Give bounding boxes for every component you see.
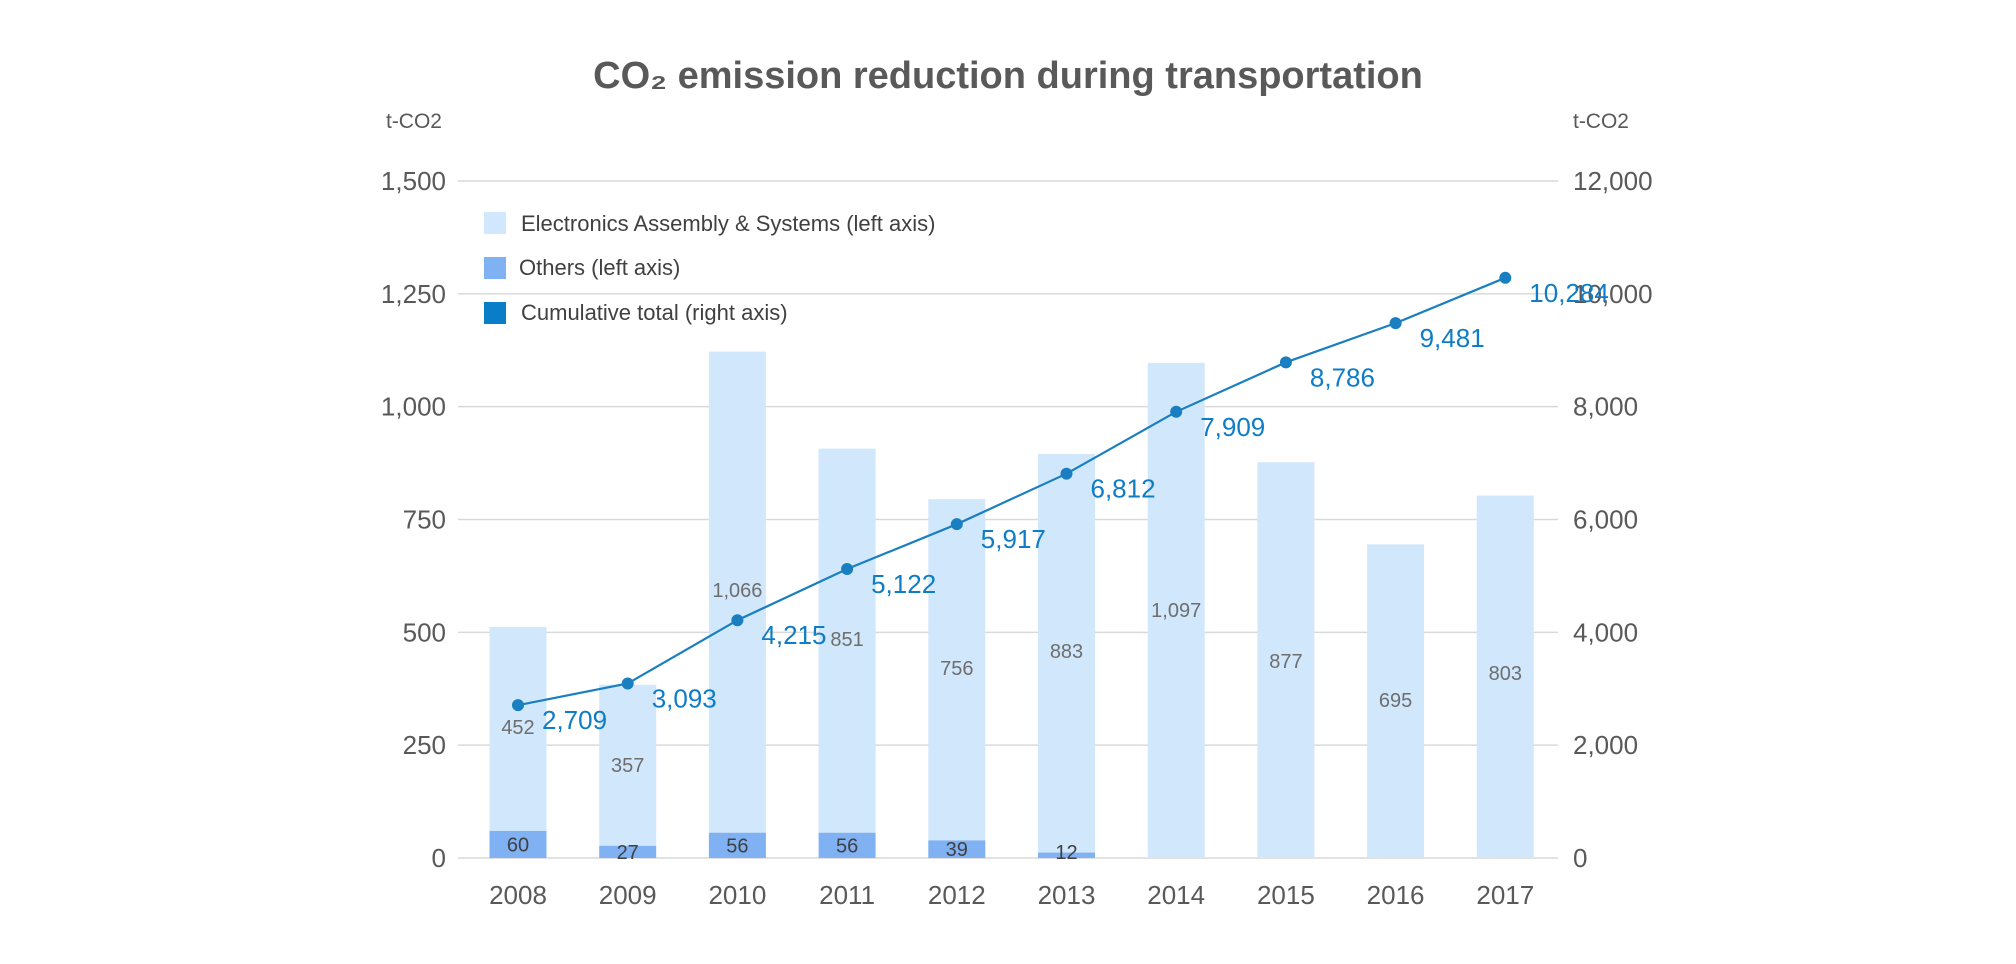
right-tick-label: 4,000 (1573, 617, 1638, 647)
legend: Electronics Assembly & Systems (left axi… (484, 211, 935, 325)
data-label-others: 56 (726, 835, 748, 857)
x-tick-label: 2008 (489, 880, 547, 910)
data-label-electronics: 1,066 (712, 580, 762, 602)
cumulative-line (517, 276, 1506, 707)
bar-others (818, 832, 876, 858)
x-tick-label: 2017 (1476, 880, 1534, 910)
cumulative-point (1499, 271, 1512, 284)
left-tick-label: 0 (432, 843, 446, 873)
bar-others (708, 832, 766, 858)
bar-electronics (928, 499, 986, 841)
data-label-others: 12 (1055, 842, 1077, 864)
data-label-electronics: 877 (1269, 651, 1302, 673)
bar-electronics (489, 626, 547, 831)
data-label-electronics: 452 (501, 717, 534, 739)
data-label-cumulative: 3,093 (652, 684, 717, 714)
x-tick-label: 2012 (928, 880, 986, 910)
left-tick-label: 500 (403, 617, 446, 647)
x-tick-label: 2013 (1038, 880, 1096, 910)
right-tick-label: 8,000 (1573, 392, 1638, 422)
data-label-cumulative: 6,812 (1091, 474, 1156, 504)
data-label-others: 27 (617, 842, 639, 864)
left-tick-label: 1,500 (381, 166, 446, 196)
data-label-others: 60 (507, 834, 529, 856)
legend-label-others: Others (left axis) (519, 255, 680, 280)
cumulative-point (731, 614, 744, 627)
legend-swatch-others (484, 257, 506, 279)
cumulative-line-group: 2,709 3,093 4,215 5,122 5,917 6,812 7,909 8,786… (512, 271, 1609, 735)
data-label-electronics: 357 (611, 755, 644, 777)
cumulative-point (1060, 467, 1073, 480)
left-tick-label: 1,250 (381, 279, 446, 309)
data-label-cumulative: 5,122 (871, 569, 936, 599)
data-label-electronics: 756 (940, 658, 973, 680)
bar-electronics (599, 684, 657, 846)
chart-title: CO₂ emission reduction during transporta… (593, 55, 1423, 97)
x-tick-label: 2011 (819, 880, 875, 910)
cumulative-point (950, 518, 963, 531)
legend-label-electronics: Electronics Assembly & Systems (left axi… (521, 211, 935, 236)
bars: 452 60 357 27 1,066 56 851 56 756 39 883 12 1,097 877… (489, 351, 1534, 864)
cumulative-point (1389, 317, 1402, 330)
left-axis: 0 250 500 750 1,000 1,250 1,500 (381, 166, 446, 873)
left-tick-label: 750 (403, 505, 446, 535)
right-axis: 0 2,000 4,000 6,000 8,000 10,000 12,000 (1573, 166, 1653, 873)
left-tick-label: 1,000 (381, 392, 446, 422)
bar-electronics (1257, 462, 1315, 858)
x-tick-label: 2015 (1257, 880, 1315, 910)
bar-others (928, 840, 986, 858)
bar-electronics (1367, 544, 1425, 858)
right-axis-unit: t-CO2 (1573, 110, 1629, 133)
bar-others (599, 845, 657, 858)
x-tick-label: 2009 (599, 880, 657, 910)
data-label-cumulative: 5,917 (981, 524, 1046, 554)
data-label-cumulative: 10,284 (1529, 278, 1609, 308)
data-label-cumulative: 9,481 (1420, 323, 1485, 353)
data-label-electronics: 695 (1379, 690, 1412, 712)
x-tick-label: 2010 (708, 880, 766, 910)
bar-electronics (818, 448, 876, 833)
data-label-electronics: 851 (830, 629, 863, 651)
x-axis: 2008 2009 2010 2011 2012 2013 2014 2015 2016 2017 (489, 880, 1534, 910)
data-label-others: 39 (946, 839, 968, 861)
bar-others (489, 830, 547, 858)
cumulative-point (512, 699, 524, 712)
cumulative-point (621, 677, 634, 690)
bar-electronics (1147, 362, 1205, 858)
x-tick-label: 2014 (1147, 880, 1205, 910)
left-tick-label: 250 (403, 730, 446, 760)
right-tick-label: 12,000 (1573, 166, 1653, 196)
right-tick-label: 2,000 (1573, 730, 1638, 760)
data-label-cumulative: 4,215 (761, 620, 826, 650)
data-label-cumulative: 8,786 (1310, 362, 1375, 392)
right-tick-label: 0 (1573, 843, 1587, 873)
data-label-electronics: 1,097 (1151, 600, 1201, 622)
cumulative-point (841, 563, 854, 576)
legend-swatch-cumulative (484, 302, 506, 324)
bar-electronics (708, 351, 766, 833)
data-label-cumulative: 7,909 (1200, 412, 1265, 442)
cumulative-point (1170, 405, 1183, 418)
bar-electronics (1476, 495, 1534, 858)
bar-others (1038, 852, 1095, 858)
legend-swatch-electronics (484, 212, 506, 234)
cumulative-point (1279, 356, 1292, 369)
right-tick-label: 10,000 (1573, 279, 1653, 309)
legend-label-cumulative: Cumulative total (right axis) (521, 300, 788, 325)
data-label-electronics: 883 (1050, 641, 1083, 663)
x-tick-label: 2016 (1367, 880, 1425, 910)
data-label-others: 56 (836, 835, 858, 857)
bar-electronics (1038, 454, 1095, 853)
data-label-cumulative: 2,709 (542, 705, 607, 735)
left-axis-unit: t-CO2 (386, 110, 442, 133)
data-label-electronics: 803 (1489, 663, 1522, 685)
right-tick-label: 6,000 (1573, 505, 1638, 535)
